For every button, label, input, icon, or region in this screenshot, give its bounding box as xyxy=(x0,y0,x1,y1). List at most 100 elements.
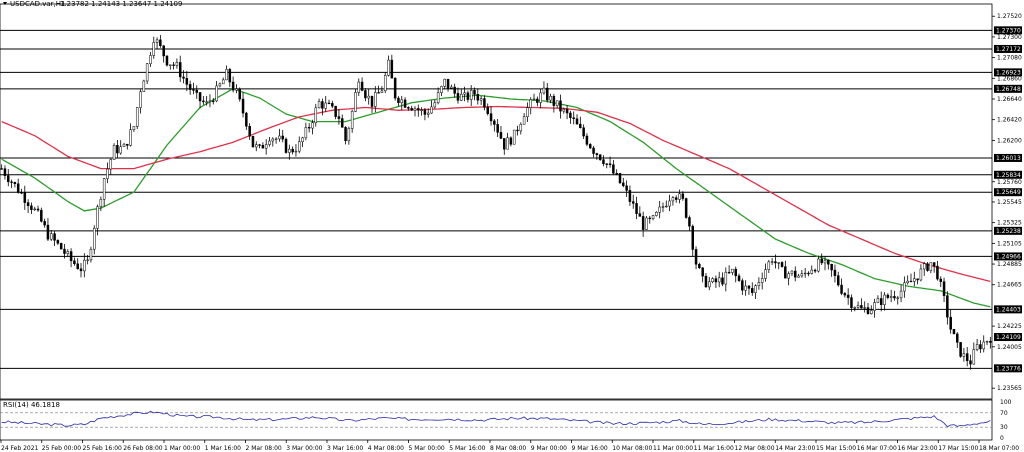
time-tick-label: 25 Feb 00:00 xyxy=(42,445,82,452)
time-tick-label: 9 Mar 00:00 xyxy=(531,445,567,452)
price-label-box xyxy=(994,188,1022,197)
candle-body xyxy=(665,205,668,208)
candle-body xyxy=(873,302,876,311)
candle-body xyxy=(622,182,625,187)
candle-body xyxy=(724,271,728,285)
candle-body xyxy=(760,278,764,283)
time-tick-label: 3 Mar 16:00 xyxy=(327,445,363,452)
candle-body xyxy=(56,240,60,244)
candle-body xyxy=(754,285,757,293)
candle-body xyxy=(572,117,575,119)
candle-body xyxy=(245,112,248,127)
candle-body xyxy=(436,92,440,104)
candle-body xyxy=(840,284,843,294)
candle-body xyxy=(648,217,652,220)
candle-body xyxy=(53,233,56,241)
candle-body xyxy=(731,268,734,273)
candle-body xyxy=(228,69,232,83)
candle-body xyxy=(896,297,900,299)
candle-body xyxy=(582,127,585,137)
candle-body xyxy=(119,146,122,154)
fast-ma-line xyxy=(1,87,991,308)
candle-body xyxy=(469,90,473,100)
symbol-dropdown-icon[interactable] xyxy=(3,2,7,5)
candle-body xyxy=(420,109,423,111)
candle-body xyxy=(714,278,718,283)
rsi-tick-label: 70 xyxy=(1000,410,1008,417)
candle-body xyxy=(99,198,103,207)
price-label-text: 1.25834 xyxy=(996,172,1021,179)
candle-body xyxy=(929,262,933,271)
candle-body xyxy=(278,135,281,140)
candle-body xyxy=(92,227,96,250)
candle-body xyxy=(26,202,30,207)
time-tick-label: 26 Feb 08:00 xyxy=(123,445,163,452)
rsi-tick-label: 30 xyxy=(1000,424,1008,431)
candle-body xyxy=(684,198,688,218)
candle-body xyxy=(506,137,509,150)
candle-body xyxy=(751,288,754,293)
price-label-text: 1.26013 xyxy=(996,155,1021,162)
candle-body xyxy=(503,138,506,150)
price-label-text: 1.26748 xyxy=(996,86,1021,93)
candle-body xyxy=(192,89,195,91)
candle-body xyxy=(463,92,466,95)
candle-body xyxy=(367,95,370,99)
price-axis: 1.27520 1.27300 1.27080 1.26860 1.26640 1.264… xyxy=(992,13,1022,392)
candle-body xyxy=(188,84,192,90)
candle-body xyxy=(288,148,291,153)
candle-body xyxy=(691,225,694,250)
candle-body xyxy=(876,298,880,303)
price-label-text: 1.26923 xyxy=(996,69,1021,76)
candle-body xyxy=(172,64,175,66)
candle-body xyxy=(830,263,833,271)
candle-body xyxy=(198,92,202,102)
candle-body xyxy=(397,97,400,103)
candle-body xyxy=(787,273,790,279)
candle-body xyxy=(66,251,70,254)
candle-body xyxy=(704,275,708,288)
candle-body xyxy=(360,81,364,91)
time-tick-label: 14 Mar 23:00 xyxy=(775,445,815,452)
candle-body xyxy=(3,168,7,176)
time-tick-label: 9 Mar 16:00 xyxy=(572,445,608,452)
candle-body xyxy=(307,127,311,129)
candle-body xyxy=(936,265,939,280)
candle-body xyxy=(879,298,883,305)
candle-body xyxy=(658,206,661,213)
candle-body xyxy=(512,129,516,145)
candle-body xyxy=(817,258,820,272)
price-label-box xyxy=(994,44,1022,53)
candle-body xyxy=(641,216,645,230)
candle-body xyxy=(483,98,486,108)
candle-body xyxy=(790,270,794,274)
candle-body xyxy=(625,185,628,191)
candle-body xyxy=(374,92,377,107)
candle-body xyxy=(618,173,622,184)
candle-body xyxy=(532,98,536,101)
slow-ma-line xyxy=(1,105,991,283)
candle-body xyxy=(932,262,936,267)
candle-body xyxy=(255,144,258,148)
rsi-line xyxy=(1,410,991,428)
time-tick-label: 16 Mar 23:00 xyxy=(898,445,938,452)
candle-body xyxy=(311,122,314,129)
candle-body xyxy=(86,259,89,261)
candle-body xyxy=(390,59,394,79)
price-tick-label: 1.25105 xyxy=(997,240,1022,247)
price-tick-label: 1.24665 xyxy=(997,282,1022,289)
candle-body xyxy=(407,107,410,109)
candle-body xyxy=(321,101,324,109)
candle-body xyxy=(16,183,20,193)
candle-body xyxy=(116,145,119,154)
price-tick-label: 1.24885 xyxy=(997,261,1022,268)
candle-body xyxy=(737,275,741,281)
candle-body xyxy=(608,163,612,165)
price-label-text: 1.27172 xyxy=(996,46,1021,53)
price-label-text: 1.24966 xyxy=(996,253,1021,260)
candle-body xyxy=(10,181,13,183)
candle-body xyxy=(139,91,142,108)
rsi-label: RSI(14) 46.1818 xyxy=(3,401,60,409)
candle-body xyxy=(284,138,288,153)
